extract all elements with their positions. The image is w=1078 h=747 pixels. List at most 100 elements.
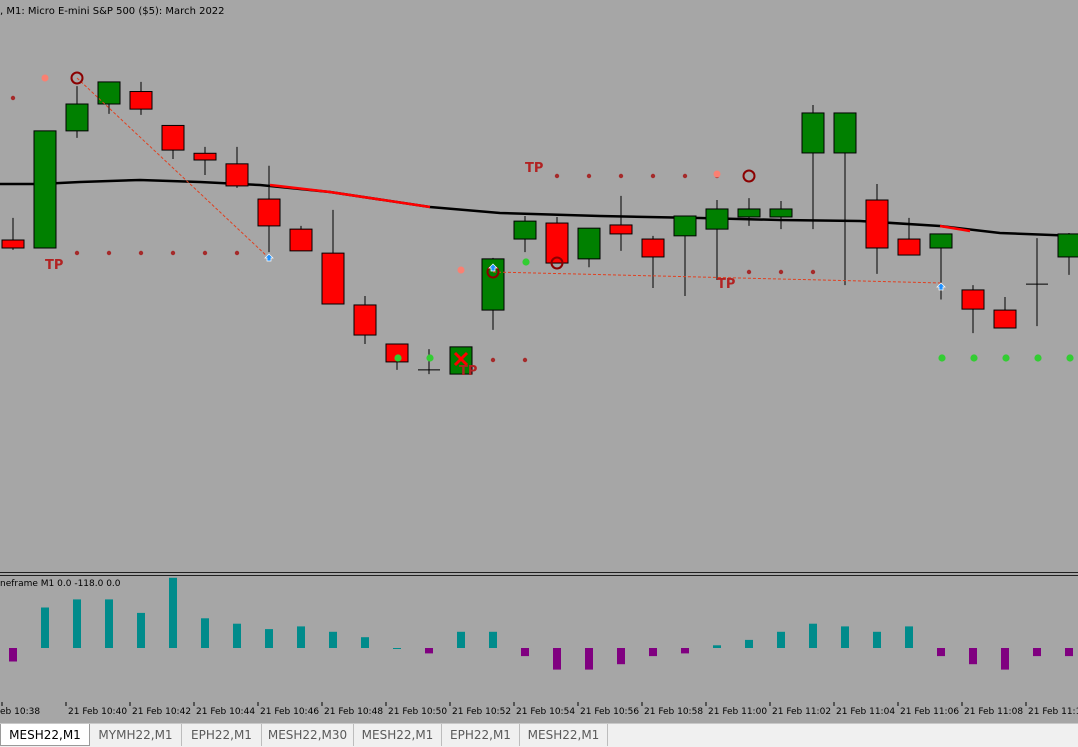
oscillator-bar: [425, 648, 433, 654]
tab-mesh22-m1-2[interactable]: MESH22,M1: [354, 724, 442, 746]
candle: [321, 209, 345, 305]
time-label: 21 Feb 10:48: [324, 707, 383, 717]
entry-dot: [41, 74, 49, 82]
oscillator-bar: [1033, 648, 1041, 657]
candle: [129, 81, 153, 115]
tab-mymh22-m1[interactable]: MYMH22,M1: [90, 724, 182, 746]
candle: [609, 195, 633, 251]
oscillator-bar: [169, 577, 177, 648]
candle-body: [33, 130, 57, 249]
candle: [353, 296, 377, 344]
candle-body: [129, 91, 153, 110]
time-label: 21 Feb 10:50: [388, 707, 447, 717]
sell-signal-dot: [138, 250, 144, 256]
time-label: 21 Feb 10:56: [580, 707, 639, 717]
candle: [897, 217, 921, 256]
oscillator-bar: [841, 626, 849, 648]
oscillator-bar: [521, 648, 529, 657]
oscillator-chart[interactable]: [0, 576, 1078, 703]
sell-signal-dot: [586, 173, 592, 179]
tab-mesh22-m1[interactable]: MESH22,M1: [0, 724, 90, 746]
candle: [97, 81, 121, 114]
sell-signal-dot: [746, 269, 752, 275]
sell-signal-dot: [170, 250, 176, 256]
candle-body: [801, 112, 825, 154]
candle-body: [769, 208, 793, 218]
oscillator-bar: [713, 645, 721, 648]
sell-signal-dot: [74, 250, 80, 256]
oscillator-bar: [265, 629, 273, 648]
candle: [769, 200, 793, 230]
candle-body: [865, 199, 889, 249]
tab-eph22-m1-2[interactable]: EPH22,M1: [442, 724, 520, 746]
candle-body: [353, 304, 377, 336]
buy-signal-dot: [394, 354, 402, 362]
candle-body: [193, 152, 217, 161]
tab-mesh22-m30[interactable]: MESH22,M30: [262, 724, 354, 746]
arrow-up-icon: [936, 282, 946, 291]
candle-body: [513, 220, 537, 240]
oscillator-bar: [937, 648, 945, 657]
arrow-up-icon: [488, 263, 498, 272]
oscillator-bar: [233, 623, 241, 648]
price-chart[interactable]: TP TP TP TP: [0, 0, 1078, 572]
candle: [961, 285, 985, 334]
trade-marker-icon: [550, 256, 564, 270]
buy-signal-dot: [938, 354, 946, 362]
candle: [161, 124, 185, 160]
candle: [801, 104, 825, 230]
sell-signal-dot: [522, 357, 528, 363]
entry-dot: [457, 266, 465, 274]
oscillator-bar: [393, 648, 401, 649]
oscillator-bar: [745, 639, 753, 648]
candle: [65, 86, 89, 138]
moving-average-down-segment: [269, 183, 431, 209]
trade-marker-icon: [742, 169, 756, 183]
oscillator-bar: [489, 631, 497, 648]
candle-body: [929, 233, 953, 249]
candle-body: [673, 215, 697, 237]
oscillator-bar: [105, 599, 113, 648]
buy-signal-dot: [522, 258, 530, 266]
oscillator-bar: [73, 599, 81, 648]
candle-body: [609, 224, 633, 235]
price-chart-panel[interactable]: TP TP TP TP , M1: Micro E-mini S&P 500 ($5)…: [0, 0, 1078, 573]
candle-body: [993, 309, 1017, 329]
tab-eph22-m1[interactable]: EPH22,M1: [182, 724, 262, 746]
tp-label: TP: [459, 364, 477, 379]
oscillator-bar: [585, 648, 593, 670]
sell-signal-dot: [10, 95, 16, 101]
time-label: 21 Feb 10:42: [132, 707, 191, 717]
candle-body: [1, 239, 25, 249]
candle: [1, 217, 25, 250]
tab-mesh22-m1-3[interactable]: MESH22,M1: [520, 724, 608, 746]
oscillator-bar: [969, 648, 977, 665]
time-label: 21 Feb 10:58: [644, 707, 703, 717]
chart-tab-bar: MESH22,M1 MYMH22,M1 EPH22,M1 MESH22,M30 …: [0, 723, 1078, 747]
entry-dot: [713, 170, 721, 178]
candle-body: [385, 343, 409, 363]
candle: [33, 130, 57, 249]
candle-body: [897, 238, 921, 256]
time-label: 21 Feb 10:46: [260, 707, 319, 717]
time-label: 21 Feb 11:00: [708, 707, 767, 717]
oscillator-bar: [201, 618, 209, 648]
oscillator-bar: [553, 648, 561, 670]
time-label: 21 Feb 11:08: [964, 707, 1023, 717]
candle: [193, 146, 217, 176]
oscillator-bar: [361, 637, 369, 648]
time-label: 21 Feb 10:54: [516, 707, 575, 717]
chart-window[interactable]: TP TP TP TP , M1: Micro E-mini S&P 500 ($5)…: [0, 0, 1078, 722]
oscillator-bar: [649, 648, 657, 657]
moving-average-line: [0, 178, 1078, 238]
time-label: 21 Feb 10:52: [452, 707, 511, 717]
tp-label: TP: [45, 258, 63, 273]
candle-body: [641, 238, 665, 258]
sell-signal-dot: [106, 250, 112, 256]
sell-signal-dot: [618, 173, 624, 179]
buy-signal-dot: [426, 354, 434, 362]
oscillator-bar: [297, 626, 305, 648]
candle: [289, 225, 313, 252]
oscillator-panel[interactable]: neframe M1 0.0 -118.0 0.0: [0, 575, 1078, 703]
sell-signal-dot: [682, 173, 688, 179]
